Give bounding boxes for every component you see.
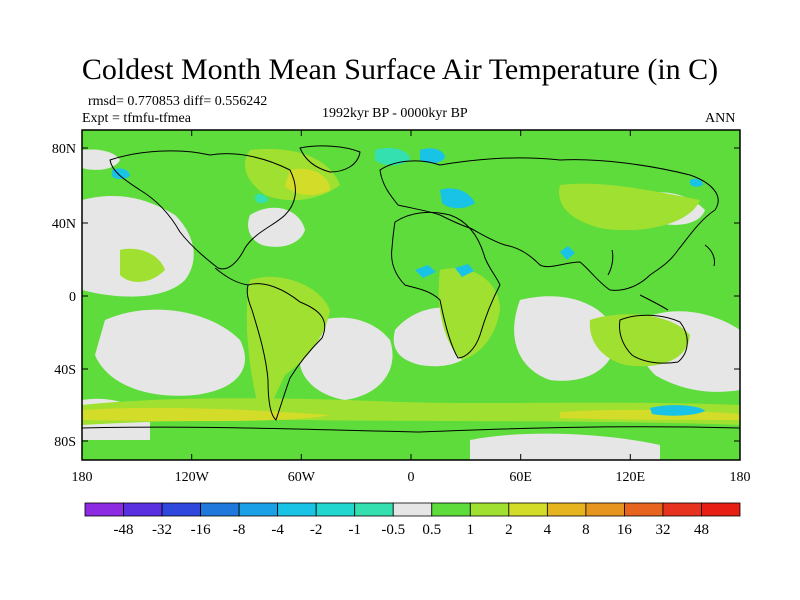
legend-label: -1 (348, 522, 361, 538)
legend-label: 0.5 (422, 522, 441, 538)
legend-label: -48 (114, 522, 134, 538)
legend-swatch (161, 502, 201, 517)
lon-tick-label: 60W (288, 470, 316, 485)
temperature-field (82, 130, 740, 460)
latitude-axis: 80N 40N 0 40S 80S (52, 142, 740, 450)
legend-swatch (469, 502, 510, 517)
lat-tick-label: 80S (54, 435, 76, 450)
legend-label: -2 (310, 522, 323, 538)
lon-tick-label: 180 (730, 470, 751, 485)
season-label: ANN (705, 111, 736, 126)
legend-swatch (546, 502, 587, 517)
lat-tick-label: 40N (52, 217, 76, 232)
legend-label: -0.5 (381, 522, 405, 538)
near-zero-regions (82, 149, 740, 460)
legend-swatch (431, 502, 471, 517)
slight-cooling-regions (255, 148, 410, 204)
rmsd-diff-label: rmsd= 0.770853 diff= 0.556242 (88, 94, 268, 109)
legend-label: 8 (582, 522, 590, 538)
legend-label: 2 (505, 522, 513, 538)
legend-label: 16 (617, 522, 633, 538)
cooling-regions (112, 148, 705, 416)
lon-tick-label: 180 (72, 470, 93, 485)
legend-label: 32 (655, 522, 670, 538)
legend-swatch (200, 502, 240, 517)
legend-swatch (392, 502, 433, 517)
coastlines (82, 145, 740, 433)
legend-swatch (508, 502, 548, 517)
legend-swatch (701, 502, 741, 517)
legend-label: 1 (467, 522, 475, 538)
legend-swatch (354, 502, 394, 517)
experiment-label: Expt = tfmfu-tfmea (82, 111, 191, 126)
legend-swatch (277, 502, 317, 517)
legend-swatch (238, 502, 279, 517)
legend-swatch (123, 502, 163, 517)
map-title: Coldest Month Mean Surface Air Temperatu… (81, 53, 719, 86)
lat-tick-label: 80N (52, 142, 76, 157)
legend-label: 48 (694, 522, 709, 538)
longitude-axis: 180 120W 60W 0 60E 120E 180 (72, 130, 751, 485)
period-label: 1992kyr BP - 0000kyr BP (322, 106, 468, 121)
lat-tick-label: 0 (69, 290, 76, 305)
legend-label: 4 (544, 522, 552, 538)
legend-swatch (585, 502, 625, 517)
legend-label: -8 (233, 522, 246, 538)
color-legend: -48 -32 -16 -8 -4 -2 -1 -0.5 0.5 1 2 4 8 16 32 48 (84, 502, 741, 538)
legend-swatch (624, 502, 664, 517)
legend-swatch (315, 502, 356, 517)
lat-tick-label: 40S (54, 363, 76, 378)
legend-label: -32 (152, 522, 172, 538)
lon-tick-label: 120W (175, 470, 210, 485)
legend-label: -16 (191, 522, 211, 538)
legend-swatch (662, 502, 702, 517)
legend-label: -4 (271, 522, 284, 538)
legend-swatch (84, 502, 124, 517)
lon-tick-label: 60E (509, 470, 532, 485)
lon-tick-label: 0 (408, 470, 415, 485)
lon-tick-label: 120E (616, 470, 646, 485)
